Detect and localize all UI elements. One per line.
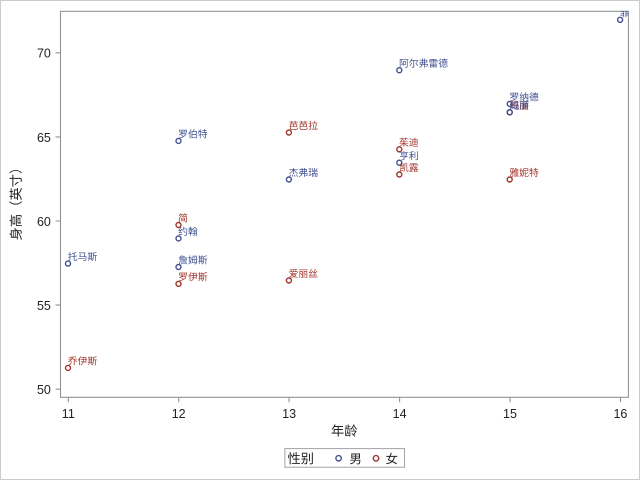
svg-text:12: 12 (172, 407, 186, 421)
svg-text:14: 14 (393, 407, 407, 421)
svg-text:50: 50 (37, 383, 51, 397)
svg-text:65: 65 (37, 131, 51, 145)
svg-text:55: 55 (37, 299, 51, 313)
svg-text:15: 15 (503, 407, 517, 421)
svg-text:13: 13 (282, 407, 296, 421)
svg-text:11: 11 (62, 407, 75, 421)
svg-text:70: 70 (37, 47, 51, 61)
svg-text:16: 16 (613, 407, 627, 421)
svg-text:60: 60 (37, 215, 51, 229)
